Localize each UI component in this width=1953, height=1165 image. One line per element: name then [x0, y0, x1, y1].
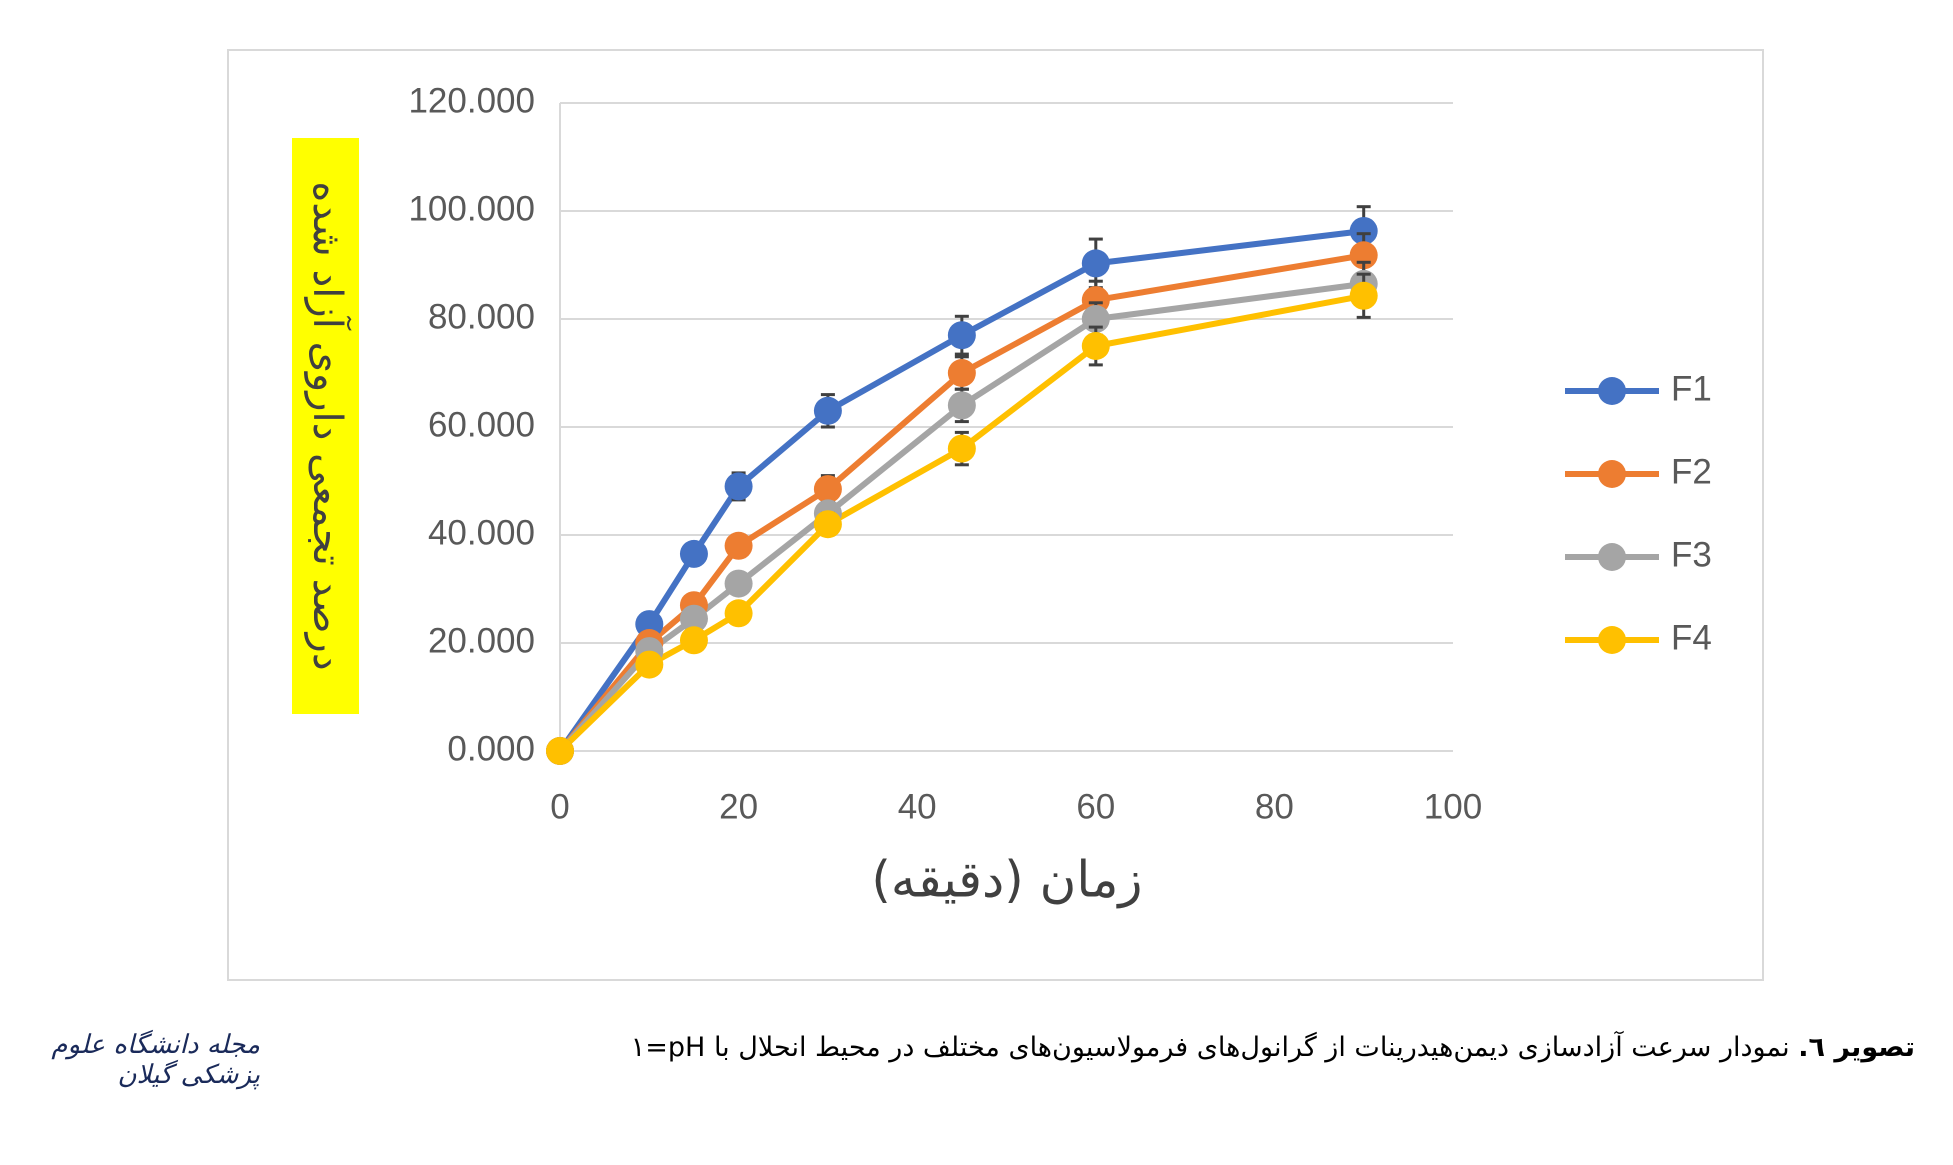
- data-point: [724, 472, 753, 501]
- y-tick-label: 40.000: [428, 513, 535, 552]
- data-point: [724, 599, 753, 628]
- x-tick-label: 60: [1076, 787, 1115, 826]
- y-label-highlight: [292, 138, 359, 714]
- y-tick-label: 80.000: [428, 297, 535, 336]
- data-point: [947, 321, 976, 350]
- data-point: [1349, 216, 1378, 245]
- legend-label: F3: [1671, 535, 1712, 574]
- data-point: [947, 359, 976, 387]
- y-tick-label: 0.000: [447, 729, 535, 768]
- caption-text: نمودار سرعت آزادسازی دیمن‌هیدرینات از گر…: [630, 1032, 1790, 1063]
- caption-label: تصویر ٦.: [1798, 1032, 1915, 1063]
- data-point: [1349, 281, 1378, 310]
- data-point: [679, 604, 708, 633]
- legend-marker: [1598, 377, 1626, 405]
- data-point: [1081, 332, 1110, 360]
- data-point: [947, 391, 976, 420]
- legend-label: F4: [1671, 618, 1712, 657]
- x-axis-label: زمان (دقیقه): [871, 851, 1142, 909]
- y-tick-label: 120.000: [408, 81, 535, 120]
- legend-marker: [1598, 626, 1626, 654]
- data-point: [679, 539, 708, 568]
- x-tick-label: 0: [550, 787, 569, 826]
- data-point: [813, 396, 842, 425]
- y-axis-label: درصد تجمعی داروی آزاد شده: [304, 181, 352, 670]
- y-tick-label: 20.000: [428, 621, 535, 660]
- data-point: [635, 650, 664, 679]
- data-point: [813, 510, 842, 539]
- x-tick-label: 20: [719, 787, 758, 826]
- x-tick-label: 100: [1424, 787, 1482, 826]
- y-tick-label: 100.000: [408, 189, 535, 228]
- data-point: [546, 737, 574, 765]
- data-point: [947, 434, 976, 463]
- legend-label: F2: [1671, 452, 1712, 491]
- chart-frame: [227, 49, 1764, 981]
- legend-marker: [1598, 543, 1626, 571]
- x-tick-label: 40: [898, 787, 937, 826]
- x-tick-label: 80: [1255, 787, 1294, 826]
- legend-marker: [1598, 460, 1626, 488]
- data-point: [813, 475, 842, 504]
- chart: درصد تجمعی داروی آزاد شده زمان (دقیقه) 0…: [227, 49, 1764, 981]
- legend-label: F1: [1671, 369, 1712, 408]
- caption: تصویر ٦. نمودار سرعت آزادسازی دیمن‌هیدری…: [631, 1032, 1915, 1063]
- data-point: [724, 569, 753, 598]
- data-point: [724, 531, 753, 560]
- y-tick-label: 60.000: [428, 405, 535, 444]
- data-point: [679, 626, 708, 655]
- journal-logo: مجله دانشگاه علوم پزشکی گیلان: [51, 1030, 260, 1090]
- data-point: [1081, 249, 1110, 278]
